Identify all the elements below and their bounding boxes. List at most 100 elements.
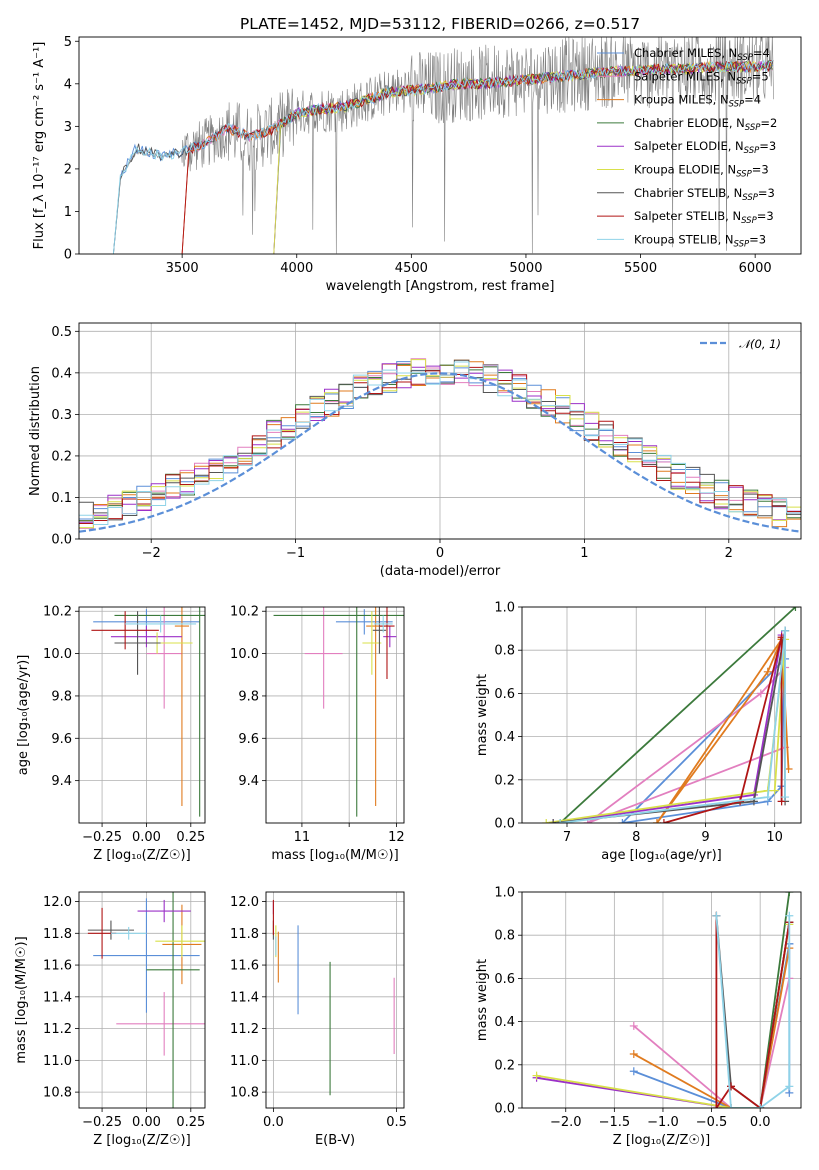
weight-marker-8-3 <box>785 1082 794 1091</box>
weight-line-1 <box>587 665 786 823</box>
x-tick-label-0: 7 <box>563 830 571 845</box>
weight-marker-7-3 <box>777 797 786 806</box>
y-axis-label: mass weight <box>475 959 490 1041</box>
y-tick-label-5: 1.0 <box>494 601 515 616</box>
legend-sub: SSP <box>737 53 753 63</box>
errorbar-6 <box>372 607 387 654</box>
weight-marker-6-0 <box>549 819 558 823</box>
y-tick-label-3: 11.4 <box>43 990 72 1005</box>
weight-marker-2-5 <box>653 819 661 823</box>
y-tick-label-4: 11.6 <box>230 959 259 974</box>
x-tick-label-0: 11 <box>294 830 311 845</box>
errorbar-1 <box>146 607 182 709</box>
weight-marker-7-1 <box>712 1104 721 1108</box>
weight-line-3 <box>731 892 791 1108</box>
x-axis-label: Z [log₁₀(Z/Z☉)] <box>93 1133 190 1148</box>
x-tick-label-3: −0.5 <box>696 1115 728 1130</box>
weight-line-0 <box>621 630 786 823</box>
weight-line-4 <box>553 634 783 823</box>
errorbar-1 <box>116 992 205 1056</box>
weight-line-1 <box>633 978 791 1108</box>
weight-marker-8-0 <box>556 819 565 823</box>
weight-marker-5-3 <box>770 786 779 795</box>
x-tick-label-1: 0.5 <box>386 1115 407 1130</box>
x-tick-label-2: 9 <box>701 830 709 845</box>
axes-frame <box>78 322 802 540</box>
weight-marker-0-0 <box>629 1067 638 1076</box>
errorbar-5 <box>155 925 205 958</box>
axes-frame <box>78 606 206 824</box>
errorbar-4 <box>110 626 182 648</box>
x-tick-label-2: 4500 <box>395 261 428 276</box>
panel-age-vs-mass: 11 12 9.4 9.6 9.8 10.0 10.2 mass [log₁₀(M/M☉)] <box>230 605 405 863</box>
plot-area <box>112 37 774 254</box>
axes-frame <box>265 606 405 824</box>
y-tick-label-1: 0.2 <box>494 773 515 788</box>
legend-sub: SSP <box>734 239 750 249</box>
weight-marker-0-1 <box>618 819 627 823</box>
axes-frame <box>78 36 802 255</box>
spectrum-model-4 <box>273 61 773 254</box>
errorbar-8 <box>110 926 147 940</box>
errorbar-6 <box>87 920 135 940</box>
legend-tail: =4 <box>753 46 770 60</box>
y-tick-label-1: 9.6 <box>238 732 259 747</box>
weight-line-3 <box>559 607 797 823</box>
y-tick-label-4: 0.4 <box>51 366 72 381</box>
legend-tail: =3 <box>752 163 769 177</box>
weight-marker-8-3 <box>781 793 790 802</box>
spectrum-model-8 <box>112 59 774 254</box>
y-tick-label-3: 0.3 <box>51 408 72 423</box>
x-axis-label: wavelength [Angstrom, rest frame] <box>326 279 555 294</box>
y-tick-label-3: 0.6 <box>494 972 515 987</box>
y-tick-label-1: 9.6 <box>51 732 72 747</box>
chart-title: PLATE=1452, MJD=53112, FIBERID=0266, z=0… <box>240 15 640 33</box>
legend-tail: =2 <box>760 116 777 130</box>
x-tick-label-2: 0.25 <box>176 830 205 845</box>
y-tick-label-3: 10.0 <box>43 647 72 662</box>
legend-main: Salpeter MILES, N <box>634 69 736 83</box>
x-tick-label-4: 2 <box>725 546 733 561</box>
x-tick-label-2: 0.25 <box>176 1115 205 1130</box>
y-axis-label: Normed distribution <box>28 366 43 496</box>
y-tick-label-0: 0.0 <box>494 1102 515 1117</box>
weight-line-2 <box>633 948 791 1108</box>
x-tick-label-2: −1.0 <box>647 1115 679 1130</box>
plot-area <box>87 892 205 1108</box>
panel-residuals: −2 −1 0 1 2 0.0 0.1 0.2 0.3 0.4 0.5 𝒩(0, 1) (data-mo… <box>28 322 802 579</box>
plot-area <box>532 892 794 1108</box>
y-tick-label-0: 0.0 <box>51 533 72 548</box>
legend-tail: =5 <box>752 69 769 83</box>
panel-weight-vs-age: 7 8 9 10 0.0 0.2 0.4 0.6 0.8 1.0 age [log₁₀(age/yr… <box>475 601 802 863</box>
x-axis-label: age [log₁₀(age/yr)] <box>601 848 722 863</box>
x-tick-label-4: 5500 <box>624 261 657 276</box>
y-tick-label-5: 11.8 <box>230 927 259 942</box>
y-axis-label: Flux [f_λ 10⁻¹⁷ erg cm⁻² s⁻¹ A⁻¹] <box>32 42 47 250</box>
residual-hist-7 <box>79 364 801 524</box>
x-tick-label-1: 4000 <box>280 261 313 276</box>
y-axis-label: mass weight <box>475 674 490 756</box>
y-tick-label-0: 0.0 <box>494 817 515 832</box>
legend-main: Kroupa ELODIE, N <box>634 163 736 177</box>
weight-marker-1-1 <box>756 689 765 698</box>
spectrum-model-3 <box>273 60 773 254</box>
legend-sub: SSP <box>741 216 757 226</box>
weight-line-6 <box>553 630 786 823</box>
legend-sub: SSP <box>742 193 758 203</box>
x-axis-label: Z [log₁₀(Z/Z☉)] <box>93 848 190 863</box>
legend: 𝒩(0, 1) <box>700 337 781 351</box>
weight-marker-8-4 <box>785 911 794 920</box>
legend-main: Kroupa MILES, N <box>634 93 729 107</box>
legend-sub: SSP <box>736 170 752 180</box>
legend-entry-0: Chabrier MILES, NSSP=4 <box>634 46 770 63</box>
x-tick-label-1: 0.00 <box>132 830 161 845</box>
x-axis-label: (data-model)/error <box>380 564 501 579</box>
errorbar-3 <box>273 607 404 817</box>
legend-entry-1: Salpeter MILES, NSSP=5 <box>634 69 769 86</box>
x-tick-label-2: 0 <box>436 546 444 561</box>
legend-tail: =3 <box>749 232 766 246</box>
weight-line-8 <box>715 915 791 1108</box>
weight-line-7 <box>663 636 783 823</box>
y-tick-label-2: 2 <box>64 162 72 177</box>
y-tick-label-2: 9.8 <box>238 689 259 704</box>
